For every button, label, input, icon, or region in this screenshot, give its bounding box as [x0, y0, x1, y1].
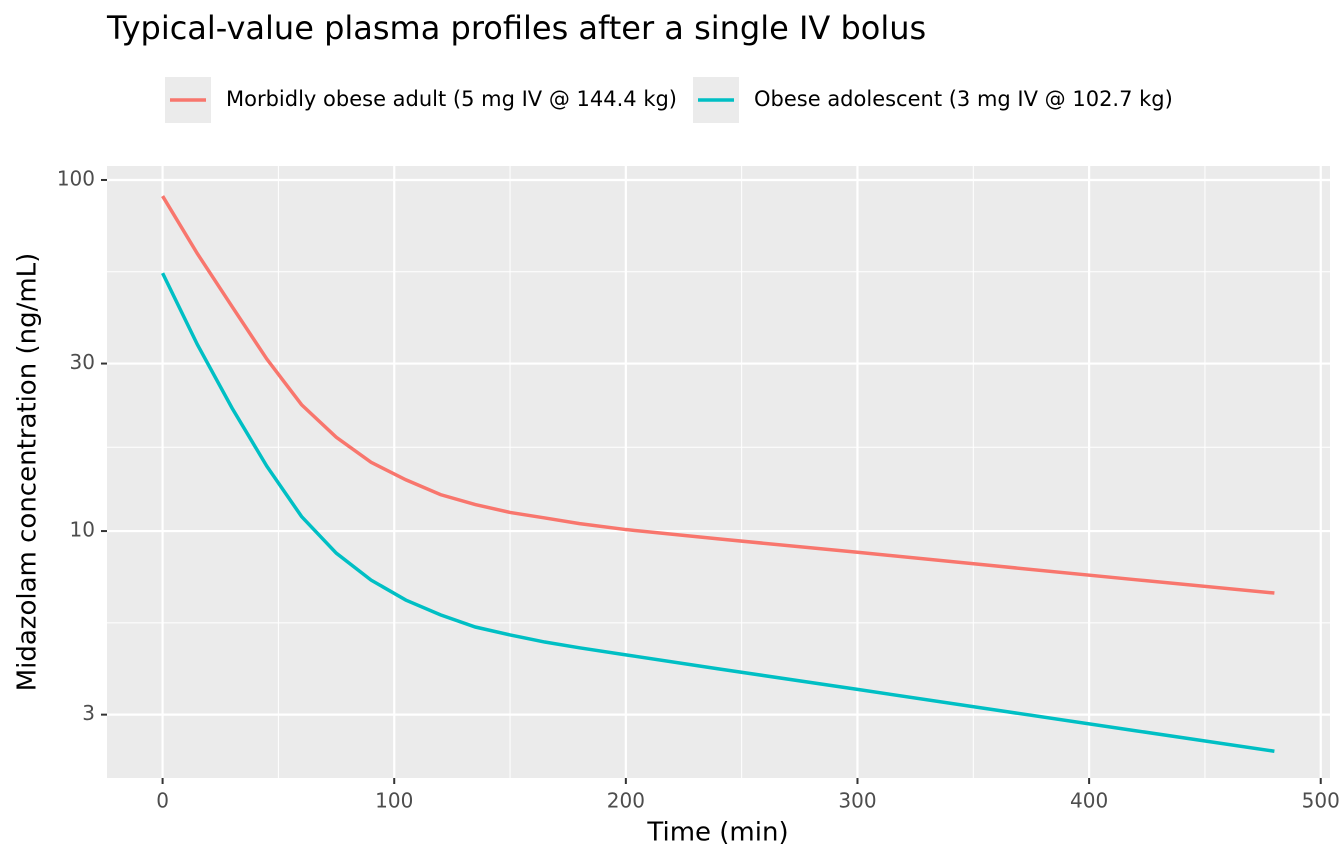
y-axis-title: Midazolam concentration (ng/mL)	[13, 253, 43, 692]
x-tick-label: 0	[156, 789, 169, 813]
panel	[107, 166, 1330, 778]
chart-title: Typical-value plasma profiles after a si…	[106, 9, 926, 47]
y-tick-label: 30	[70, 350, 95, 374]
x-tick-label: 500	[1302, 789, 1340, 813]
y-tick-label: 3	[82, 701, 95, 725]
y-tick-label: 10	[70, 518, 95, 542]
x-tick-label: 300	[838, 789, 876, 813]
x-tick-label: 400	[1070, 789, 1108, 813]
x-axis-title: Time (min)	[646, 818, 788, 848]
y-tick-label: 100	[57, 166, 95, 190]
data-line	[161, 195, 1275, 595]
x-tick-label: 100	[375, 789, 413, 813]
data-line	[161, 272, 1275, 753]
legend-label: Morbidly obese adult (5 mg IV @ 144.4 kg…	[226, 87, 677, 111]
x-tick-label: 200	[607, 789, 645, 813]
legend-label: Obese adolescent (3 mg IV @ 102.7 kg)	[754, 87, 1173, 111]
